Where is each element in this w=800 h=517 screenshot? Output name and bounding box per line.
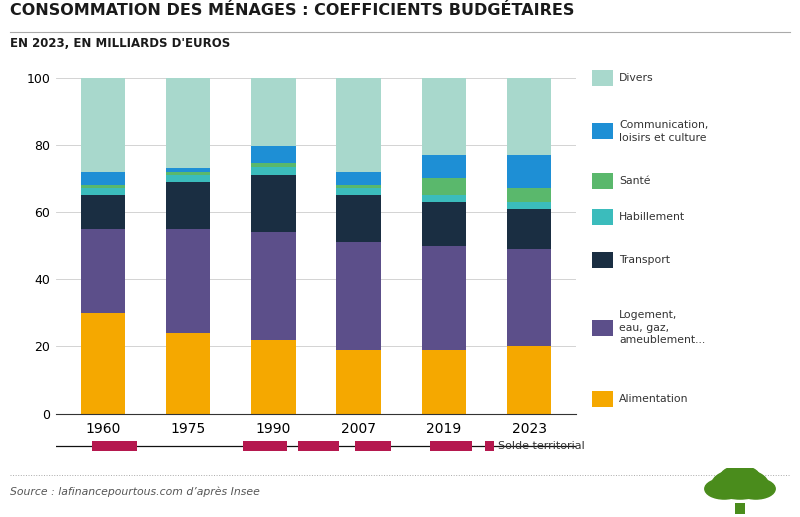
Bar — [251, 146, 295, 163]
Text: Logement,
eau, gaz,
ameublement...: Logement, eau, gaz, ameublement... — [619, 310, 706, 345]
Bar — [355, 442, 391, 450]
Bar — [166, 229, 210, 333]
Bar — [507, 188, 551, 202]
Bar — [592, 391, 613, 407]
Bar — [734, 503, 746, 514]
Bar — [592, 70, 613, 86]
Text: Divers: Divers — [619, 73, 654, 83]
Bar — [592, 252, 613, 268]
Text: CONSOMMATION DES MÉNAGES : COEFFICIENTS BUDGÉTAIRES: CONSOMMATION DES MÉNAGES : COEFFICIENTS … — [10, 3, 574, 19]
Bar — [81, 313, 125, 414]
Bar — [422, 178, 466, 195]
Bar — [166, 333, 210, 414]
Bar — [337, 78, 381, 172]
Bar — [81, 229, 125, 313]
Bar — [298, 442, 339, 450]
Text: Transport: Transport — [619, 255, 670, 265]
Bar — [337, 185, 381, 188]
Bar — [251, 163, 295, 166]
Text: Habillement: Habillement — [619, 212, 686, 222]
Bar — [592, 320, 613, 336]
Bar — [422, 349, 466, 414]
Bar — [592, 209, 613, 225]
Circle shape — [721, 466, 759, 486]
Bar — [507, 346, 551, 414]
Bar — [592, 124, 613, 140]
Bar — [166, 172, 210, 175]
Circle shape — [737, 479, 775, 499]
Bar — [422, 155, 466, 178]
Bar — [507, 78, 551, 155]
Bar — [251, 340, 295, 414]
Bar — [430, 442, 472, 450]
Bar — [422, 246, 466, 349]
Text: EN 2023, EN MILLIARDS D'EUROS: EN 2023, EN MILLIARDS D'EUROS — [10, 37, 230, 50]
Bar — [166, 181, 210, 229]
Bar — [422, 78, 466, 155]
Bar — [251, 78, 295, 146]
Bar — [507, 155, 551, 188]
Text: Solde territorial: Solde territorial — [498, 441, 585, 451]
Bar — [507, 208, 551, 249]
Bar — [166, 78, 210, 168]
Text: Communication,
loisirs et culture: Communication, loisirs et culture — [619, 120, 709, 143]
Bar — [166, 168, 210, 172]
Bar — [251, 232, 295, 340]
Bar — [337, 172, 381, 185]
Bar — [243, 442, 287, 450]
Bar — [81, 188, 125, 195]
Bar — [81, 78, 125, 172]
Bar — [251, 166, 295, 175]
Bar — [422, 195, 466, 202]
Bar — [251, 175, 295, 232]
Circle shape — [705, 479, 743, 499]
Bar — [81, 195, 125, 229]
Bar — [507, 202, 551, 208]
Bar — [592, 173, 613, 189]
Bar — [93, 442, 137, 450]
Bar — [81, 172, 125, 185]
Circle shape — [712, 469, 768, 499]
Bar — [507, 249, 551, 346]
Bar — [81, 185, 125, 188]
Text: Source : lafinancepourtous.com d’après Insee: Source : lafinancepourtous.com d’après I… — [10, 487, 260, 497]
Bar — [337, 188, 381, 195]
Bar — [337, 349, 381, 414]
Text: Alimentation: Alimentation — [619, 394, 689, 404]
Bar — [337, 242, 381, 349]
Bar — [485, 442, 494, 450]
Bar — [422, 202, 466, 246]
Text: Santé: Santé — [619, 176, 650, 186]
Bar — [166, 175, 210, 181]
Bar — [337, 195, 381, 242]
